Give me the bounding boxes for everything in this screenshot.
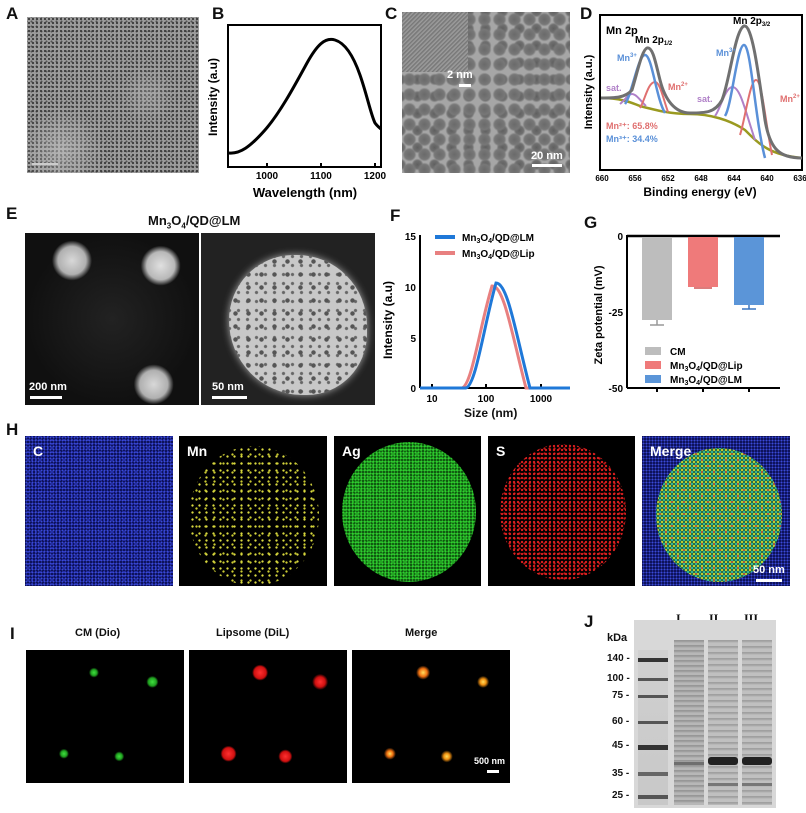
- svg-text:1100: 1100: [310, 171, 332, 182]
- inset-scale-text: 2 nm: [447, 69, 473, 81]
- svg-text:640: 640: [760, 174, 774, 183]
- mn3-ratio: Mn³⁺: 34.4%: [606, 134, 658, 144]
- lane-2: [708, 640, 738, 805]
- eds-map-s: S: [488, 436, 635, 586]
- scale-bar: [212, 396, 247, 399]
- eds-map-ag: Ag: [334, 436, 481, 586]
- scale-text: 200 nm: [29, 381, 67, 393]
- fluorescence-merge: 500 nm: [352, 650, 510, 783]
- svg-text:CM: CM: [670, 347, 686, 358]
- lane-3: [742, 640, 772, 805]
- svg-text:Zeta potential (mV): Zeta potential (mV): [593, 265, 605, 364]
- f-xlabel: Size (nm): [464, 406, 518, 420]
- dls-size-chart: 15 10 5 0 10 100 1000 Intensity (a.u) Mn3O4/Q…: [381, 232, 570, 405]
- lane-1: [674, 640, 704, 805]
- panel-label-f: F: [390, 206, 401, 225]
- scale-bar: [756, 579, 782, 582]
- scale-bar: [30, 396, 62, 399]
- scale-text: 50 nm: [753, 564, 785, 576]
- svg-text:10: 10: [426, 394, 438, 405]
- scale-bar: [532, 164, 562, 167]
- svg-text:Mn2+: Mn2+: [668, 82, 688, 92]
- svg-text:Mn3+: Mn3+: [617, 53, 637, 63]
- mn2-ratio: Mn²⁺: 65.8%: [606, 121, 658, 131]
- panel-e-title: Mn3O4/QD@LM: [148, 213, 241, 231]
- fluorescence-cm: [26, 650, 184, 783]
- zeta-potential-chart: 0 -25 -50 Zeta potential (mV) CM Mn3O4/QD@…: [593, 232, 780, 395]
- svg-text:Mn3O4/QD@LM: Mn3O4/QD@LM: [462, 233, 534, 245]
- svg-text:660: 660: [595, 174, 609, 183]
- svg-text:Mn2+: Mn2+: [780, 94, 800, 104]
- svg-text:Intensity (a.u): Intensity (a.u): [206, 58, 220, 136]
- svg-text:Mn3+: Mn3+: [716, 48, 736, 58]
- scale-bar: [487, 770, 499, 773]
- panel-label-c: C: [385, 4, 398, 23]
- i-title-merge: Merge: [405, 627, 438, 639]
- svg-text:Intensity (a.u.): Intensity (a.u.): [583, 54, 595, 129]
- svg-text:5: 5: [410, 334, 416, 345]
- fluorescence-lip: [189, 650, 347, 783]
- svg-text:0: 0: [617, 232, 623, 243]
- svg-text:Wavelength (nm): Wavelength (nm): [253, 185, 357, 200]
- svg-text:Mn3O4/QD@LM: Mn3O4/QD@LM: [670, 375, 742, 387]
- svg-text:sat.: sat.: [606, 83, 622, 93]
- svg-text:sat.: sat.: [697, 94, 713, 104]
- lane-label-2: II: [709, 611, 719, 625]
- sem-image-left: 200 nm: [25, 233, 199, 405]
- svg-text:Mn3O4/QD@Lip: Mn3O4/QD@Lip: [670, 361, 743, 373]
- svg-text:652: 652: [661, 174, 675, 183]
- panel-label-h: H: [6, 420, 19, 439]
- svg-text:10: 10: [405, 283, 417, 294]
- peak-label-2p12: Mn 2p1/2: [635, 35, 673, 47]
- i-title-lip: Lipsome (DiL): [216, 627, 290, 639]
- tem-image-a: [27, 17, 199, 173]
- svg-text:Intensity (a.u): Intensity (a.u): [381, 281, 395, 359]
- svg-text:-25: -25: [609, 308, 624, 319]
- xps-mn2p-chart: Mn 2p Mn 2p1/2 Mn 2p3/2 Mn3+ Mn3+ Mn2+ M…: [583, 14, 806, 199]
- panel-label-g: G: [584, 213, 598, 232]
- svg-text:0: 0: [410, 384, 416, 395]
- svg-text:1200: 1200: [364, 171, 387, 182]
- svg-text:636: 636: [793, 174, 806, 183]
- eds-map-c: C: [25, 436, 173, 586]
- hrtem-image-c: 2 nm 20 nm: [402, 12, 570, 173]
- marker-lane: [638, 650, 668, 805]
- xps-title: Mn 2p: [606, 25, 638, 37]
- inset-scale-bar: [459, 84, 471, 87]
- panel-label-j: J: [584, 612, 594, 631]
- sds-page-gel: [634, 620, 776, 808]
- panel-label-d: D: [580, 4, 593, 23]
- scale-text: 50 nm: [212, 381, 244, 393]
- svg-text:Binding energy (eV): Binding energy (eV): [643, 185, 756, 199]
- scale-text: 500 nm: [474, 756, 506, 766]
- svg-text:-50: -50: [609, 384, 624, 395]
- eds-map-mn: Mn: [179, 436, 327, 586]
- kda-label: kDa: [607, 632, 628, 644]
- peak-label-2p32: Mn 2p3/2: [733, 16, 771, 28]
- svg-text:1000: 1000: [530, 394, 553, 405]
- panel-label-b: B: [212, 4, 225, 23]
- lane-label-1: I: [676, 611, 681, 625]
- svg-text:15: 15: [405, 232, 417, 243]
- eds-map-merge: Merge 50 nm: [642, 436, 790, 586]
- svg-text:1000: 1000: [256, 171, 279, 182]
- hrtem-inset: [402, 12, 468, 72]
- sem-image-right: 50 nm: [201, 233, 375, 405]
- scale-bar: [32, 163, 58, 165]
- panel-label-i: I: [10, 624, 15, 643]
- porous-particle: [229, 255, 367, 395]
- i-title-cm: CM (Dio): [75, 627, 121, 639]
- panel-label-a: A: [6, 4, 19, 23]
- svg-text:648: 648: [694, 174, 708, 183]
- svg-text:Mn3O4/QD@Lip: Mn3O4/QD@Lip: [462, 249, 535, 261]
- emission-spectrum-chart: 1000 1100 1200 Wavelength (nm) Intensity…: [206, 24, 387, 200]
- scale-text: 20 nm: [531, 150, 563, 162]
- svg-text:644: 644: [727, 174, 741, 183]
- svg-text:656: 656: [628, 174, 642, 183]
- svg-text:100: 100: [478, 394, 495, 405]
- panel-label-e: E: [6, 204, 18, 223]
